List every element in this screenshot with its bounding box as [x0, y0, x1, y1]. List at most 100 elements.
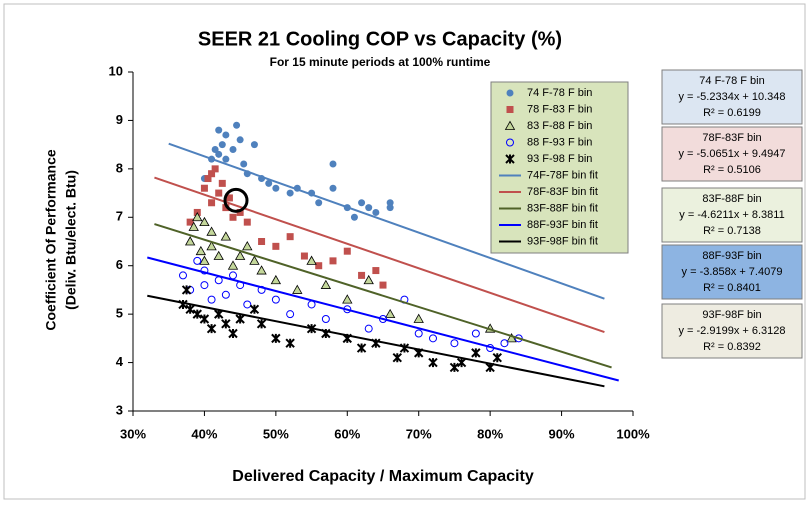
point [258, 238, 266, 245]
x-axis-label: Delivered Capacity / Maximum Capacity [232, 468, 534, 485]
legend-label: 74 F-78 F bin [527, 87, 592, 99]
legend-marker [506, 106, 514, 113]
point [386, 199, 394, 207]
point [286, 310, 295, 319]
y-axis-label: (Deliv. Btu/elect. Btu) [63, 170, 79, 310]
point [228, 328, 238, 339]
point [249, 304, 260, 315]
point [185, 304, 195, 315]
point [214, 309, 224, 319]
legend-label: 93F-98F bin fit [527, 235, 598, 247]
point [222, 155, 230, 163]
point [471, 348, 481, 358]
point [242, 241, 253, 251]
legend-label: 78 F-83 F bin [527, 103, 592, 115]
point [207, 295, 216, 304]
point [358, 199, 366, 207]
point [379, 281, 387, 289]
point [265, 179, 273, 187]
x-tick-label: 70% [406, 426, 432, 441]
point [286, 189, 294, 197]
point [206, 241, 217, 251]
point [213, 250, 224, 260]
legend-marker [506, 138, 514, 147]
legend-label: 88 F-93 F bin [527, 136, 592, 148]
point [449, 362, 460, 373]
equation-text: R² = 0.8401 [703, 282, 761, 294]
equation-box [661, 187, 803, 243]
equation-text: y = -5.2334x + 10.348 [678, 91, 785, 103]
point [329, 160, 337, 168]
point [384, 308, 396, 319]
legend-label: 88F-93F bin fit [527, 219, 598, 231]
x-tick-label: 50% [263, 426, 289, 441]
legend-label: 83 F-88 F bin [527, 120, 592, 132]
point [285, 338, 295, 348]
point [199, 255, 210, 265]
point [492, 353, 502, 363]
point [429, 334, 437, 343]
point [192, 211, 203, 222]
point [192, 309, 202, 319]
point [222, 131, 230, 139]
point [315, 199, 323, 207]
point [315, 262, 323, 270]
point [272, 242, 280, 250]
fit-line [147, 256, 619, 382]
y-tick-label: 8 [116, 160, 123, 175]
equation-text: R² = 0.8392 [703, 341, 761, 353]
point [329, 257, 337, 265]
point [206, 226, 217, 236]
point [356, 343, 367, 353]
point [221, 319, 231, 329]
point [386, 204, 394, 212]
legend-marker [504, 120, 516, 130]
point [211, 165, 219, 173]
x-tick-label: 40% [191, 426, 217, 441]
point [181, 285, 192, 295]
point [235, 314, 245, 324]
point [292, 284, 303, 294]
point [233, 121, 241, 129]
point [215, 189, 223, 197]
point [320, 279, 332, 289]
point [221, 290, 230, 299]
y-tick-label: 5 [116, 306, 123, 321]
point [271, 295, 280, 304]
equation-text: y = -5.0651x + 9.4947 [678, 148, 785, 160]
legend-label: 74F-78F bin fit [527, 169, 598, 181]
point [184, 236, 196, 246]
x-tick-label: 100% [616, 426, 650, 441]
point [342, 294, 353, 304]
point [179, 271, 187, 280]
fit-line [154, 176, 605, 334]
fit-line [154, 223, 612, 369]
highlight-ring [223, 187, 249, 213]
point [343, 247, 351, 255]
y-tick-label: 4 [116, 354, 124, 369]
point [218, 141, 226, 149]
legend-label: 93 F-98 F bin [527, 153, 592, 165]
equation-text: y = -3.858x + 7.4079 [682, 266, 783, 278]
point [306, 255, 317, 265]
point [450, 339, 459, 348]
point [225, 194, 233, 202]
point [215, 150, 223, 158]
point [456, 357, 467, 368]
point [249, 255, 260, 265]
equation-box [661, 244, 803, 300]
equation-text: y = -2.9199x + 6.3128 [678, 325, 785, 337]
equation-text: R² = 0.5106 [703, 164, 761, 176]
point [321, 314, 330, 323]
point [204, 175, 212, 183]
point [365, 204, 373, 212]
point [500, 339, 509, 348]
equation-box [661, 303, 803, 359]
chart-title: SEER 21 Cooling COP vs Capacity (%) [198, 28, 562, 50]
point [220, 231, 232, 241]
point [329, 184, 337, 192]
point [200, 184, 208, 192]
equation-box [661, 69, 803, 125]
point [227, 260, 239, 270]
